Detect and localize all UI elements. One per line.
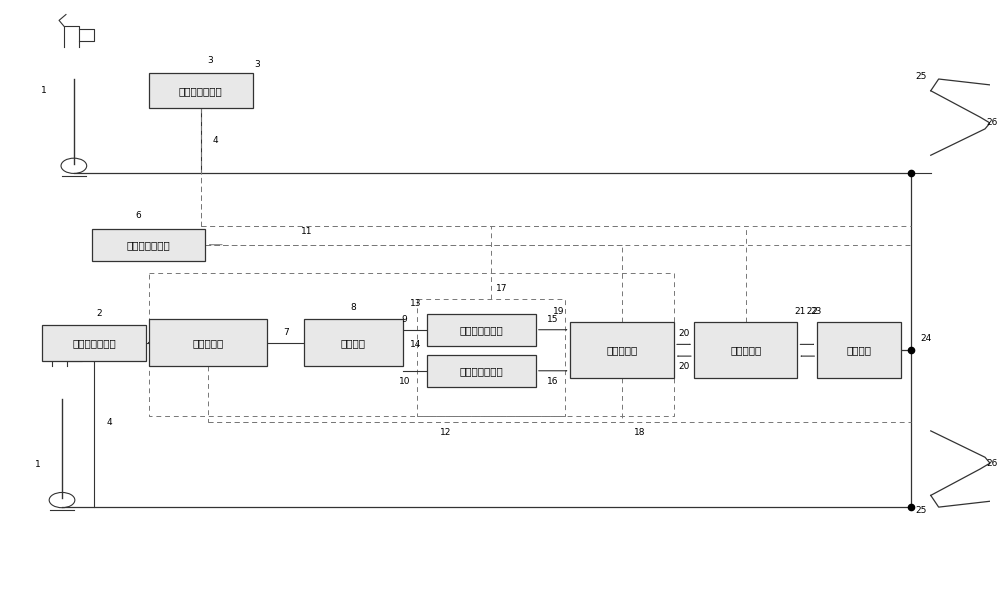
FancyBboxPatch shape [570,323,674,378]
Text: 2: 2 [96,309,102,318]
FancyBboxPatch shape [42,326,146,361]
Text: 力传感器（上）: 力传感器（上） [460,325,503,334]
FancyBboxPatch shape [694,323,797,378]
FancyBboxPatch shape [817,323,901,378]
Text: 25: 25 [915,506,927,514]
Text: 9: 9 [402,315,407,324]
Text: 24: 24 [920,334,931,343]
Text: 25: 25 [915,72,927,81]
FancyBboxPatch shape [427,355,536,387]
Text: 17: 17 [496,284,507,293]
Text: 配平开关（左）: 配平开关（左） [72,338,116,348]
Text: 18: 18 [634,428,646,437]
Text: 19: 19 [553,307,564,316]
Text: 调整片位置指示: 调整片位置指示 [127,240,170,250]
Text: 3: 3 [208,56,213,65]
Text: 7: 7 [283,328,288,337]
Text: 15: 15 [547,315,559,324]
Text: 10: 10 [399,377,410,386]
Text: 前置放大器: 前置放大器 [607,345,638,355]
Text: 21: 21 [795,307,806,316]
Text: 6: 6 [136,211,141,220]
FancyBboxPatch shape [149,73,253,108]
Text: 1: 1 [41,86,47,95]
Text: 4: 4 [106,417,112,427]
FancyBboxPatch shape [149,320,267,366]
Text: 1: 1 [34,460,40,469]
Text: 配平放大器: 配平放大器 [730,345,761,355]
Text: 11: 11 [301,227,312,236]
Text: 13: 13 [410,298,421,307]
Text: 飞控计算机: 飞控计算机 [192,338,224,348]
Text: 力传感器（下）: 力传感器（下） [460,366,503,376]
Text: 20: 20 [678,362,690,371]
Text: 20: 20 [678,329,690,338]
Text: 22: 22 [801,307,818,316]
Text: 配平舵机: 配平舵机 [847,345,872,355]
FancyBboxPatch shape [427,314,536,346]
Text: 14: 14 [410,340,421,349]
Text: 26: 26 [986,459,998,468]
FancyBboxPatch shape [304,320,403,366]
Text: 4: 4 [213,136,218,145]
Text: 12: 12 [440,428,452,437]
Text: 8: 8 [350,303,356,312]
Text: 3: 3 [255,60,260,69]
Text: 16: 16 [547,377,559,386]
Text: 26: 26 [986,118,998,127]
Text: 23: 23 [811,307,822,316]
FancyBboxPatch shape [92,229,205,261]
Text: 配平开关（右）: 配平开关（右） [179,86,223,96]
Text: 升降舵机: 升降舵机 [341,338,366,348]
